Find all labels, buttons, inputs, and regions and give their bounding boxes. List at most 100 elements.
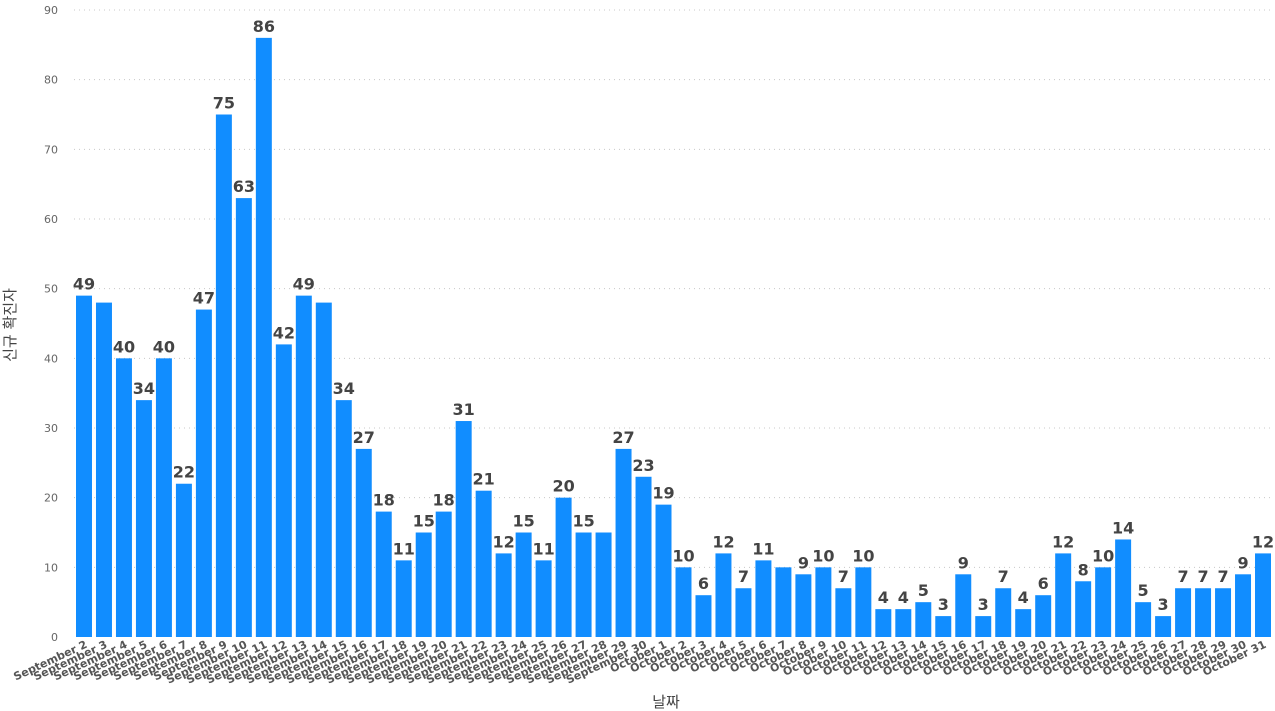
data-label: 7	[1217, 567, 1228, 586]
data-label: 3	[1158, 595, 1169, 614]
data-label: 5	[1138, 581, 1149, 600]
bar	[855, 567, 872, 637]
data-label: 11	[752, 539, 774, 558]
bar	[475, 490, 492, 637]
data-label: 23	[632, 456, 654, 475]
bar	[375, 511, 392, 637]
data-label: 12	[493, 532, 515, 551]
bar	[715, 553, 732, 637]
bar	[675, 567, 692, 637]
bar	[355, 448, 372, 637]
y-tick-label: 0	[51, 631, 58, 644]
bar	[555, 497, 572, 637]
data-label: 18	[433, 491, 455, 510]
bar	[215, 114, 232, 637]
data-label: 11	[393, 539, 415, 558]
y-tick-label: 40	[44, 352, 58, 365]
y-axis-title: 신규 확진자	[1, 288, 19, 362]
bar	[975, 616, 992, 637]
bar	[1095, 567, 1112, 637]
bar	[115, 358, 132, 637]
data-label: 7	[1197, 567, 1208, 586]
data-label: 6	[698, 574, 709, 593]
bar	[755, 560, 772, 637]
data-label: 15	[512, 512, 534, 531]
bar	[1135, 602, 1152, 637]
data-label: 9	[798, 553, 809, 572]
data-label: 31	[453, 400, 475, 419]
bar	[955, 574, 972, 637]
bar	[1015, 609, 1032, 637]
data-label: 7	[838, 567, 849, 586]
data-label: 8	[1078, 560, 1089, 579]
data-label: 9	[1237, 553, 1248, 572]
data-label: 49	[293, 275, 315, 294]
bar	[995, 588, 1012, 637]
bar	[1215, 588, 1232, 637]
bar	[695, 595, 712, 637]
bar	[75, 295, 92, 637]
bar	[195, 309, 212, 637]
bar	[1055, 553, 1072, 637]
bar	[295, 295, 312, 637]
bars	[75, 37, 1272, 638]
bar	[595, 532, 612, 637]
data-label: 3	[938, 595, 949, 614]
y-tick-label: 70	[44, 143, 58, 156]
y-axis-ticks: 0 10 20 30 40 50 60 70 80 90	[44, 4, 58, 644]
y-tick-label: 80	[44, 74, 58, 87]
bar	[575, 532, 592, 637]
data-label: 10	[1092, 546, 1114, 565]
bar	[495, 553, 512, 637]
data-label: 63	[233, 177, 255, 196]
bar	[1075, 581, 1092, 637]
data-label: 15	[413, 512, 435, 531]
data-labels: 4940344022477563864249342718111518312112…	[73, 17, 1274, 614]
bar	[275, 344, 292, 637]
bar	[255, 37, 272, 638]
data-label: 10	[812, 546, 834, 565]
data-label: 15	[572, 512, 594, 531]
bar	[1255, 553, 1272, 637]
data-label: 4	[898, 588, 909, 607]
bar	[1175, 588, 1192, 637]
bar	[515, 532, 532, 637]
bar	[95, 302, 112, 637]
bar	[455, 421, 472, 637]
y-tick-label: 20	[44, 492, 58, 505]
data-label: 10	[672, 546, 694, 565]
bar	[395, 560, 412, 637]
bar	[1035, 595, 1052, 637]
bar	[1235, 574, 1252, 637]
data-label: 4	[1018, 588, 1029, 607]
data-label: 22	[173, 463, 195, 482]
bar	[775, 567, 792, 637]
y-tick-label: 90	[44, 4, 58, 17]
bar	[795, 574, 812, 637]
data-label: 7	[998, 567, 1009, 586]
data-label: 47	[193, 289, 215, 308]
bar	[315, 302, 332, 637]
bar	[1115, 539, 1132, 637]
bar	[415, 532, 432, 637]
bar	[895, 609, 912, 637]
data-label: 49	[73, 275, 95, 294]
bar	[915, 602, 932, 637]
data-label: 40	[153, 337, 175, 356]
bar	[535, 560, 552, 637]
bar	[835, 588, 852, 637]
data-label: 75	[213, 94, 235, 113]
bar	[235, 198, 252, 637]
data-label: 14	[1112, 518, 1134, 537]
data-label: 6	[1038, 574, 1049, 593]
data-label: 3	[978, 595, 989, 614]
data-label: 40	[113, 337, 135, 356]
bar	[175, 483, 192, 637]
data-label: 4	[878, 588, 889, 607]
data-label: 7	[1178, 567, 1189, 586]
data-label: 5	[918, 581, 929, 600]
y-tick-label: 30	[44, 422, 58, 435]
data-label: 86	[253, 17, 275, 36]
data-label: 7	[738, 567, 749, 586]
